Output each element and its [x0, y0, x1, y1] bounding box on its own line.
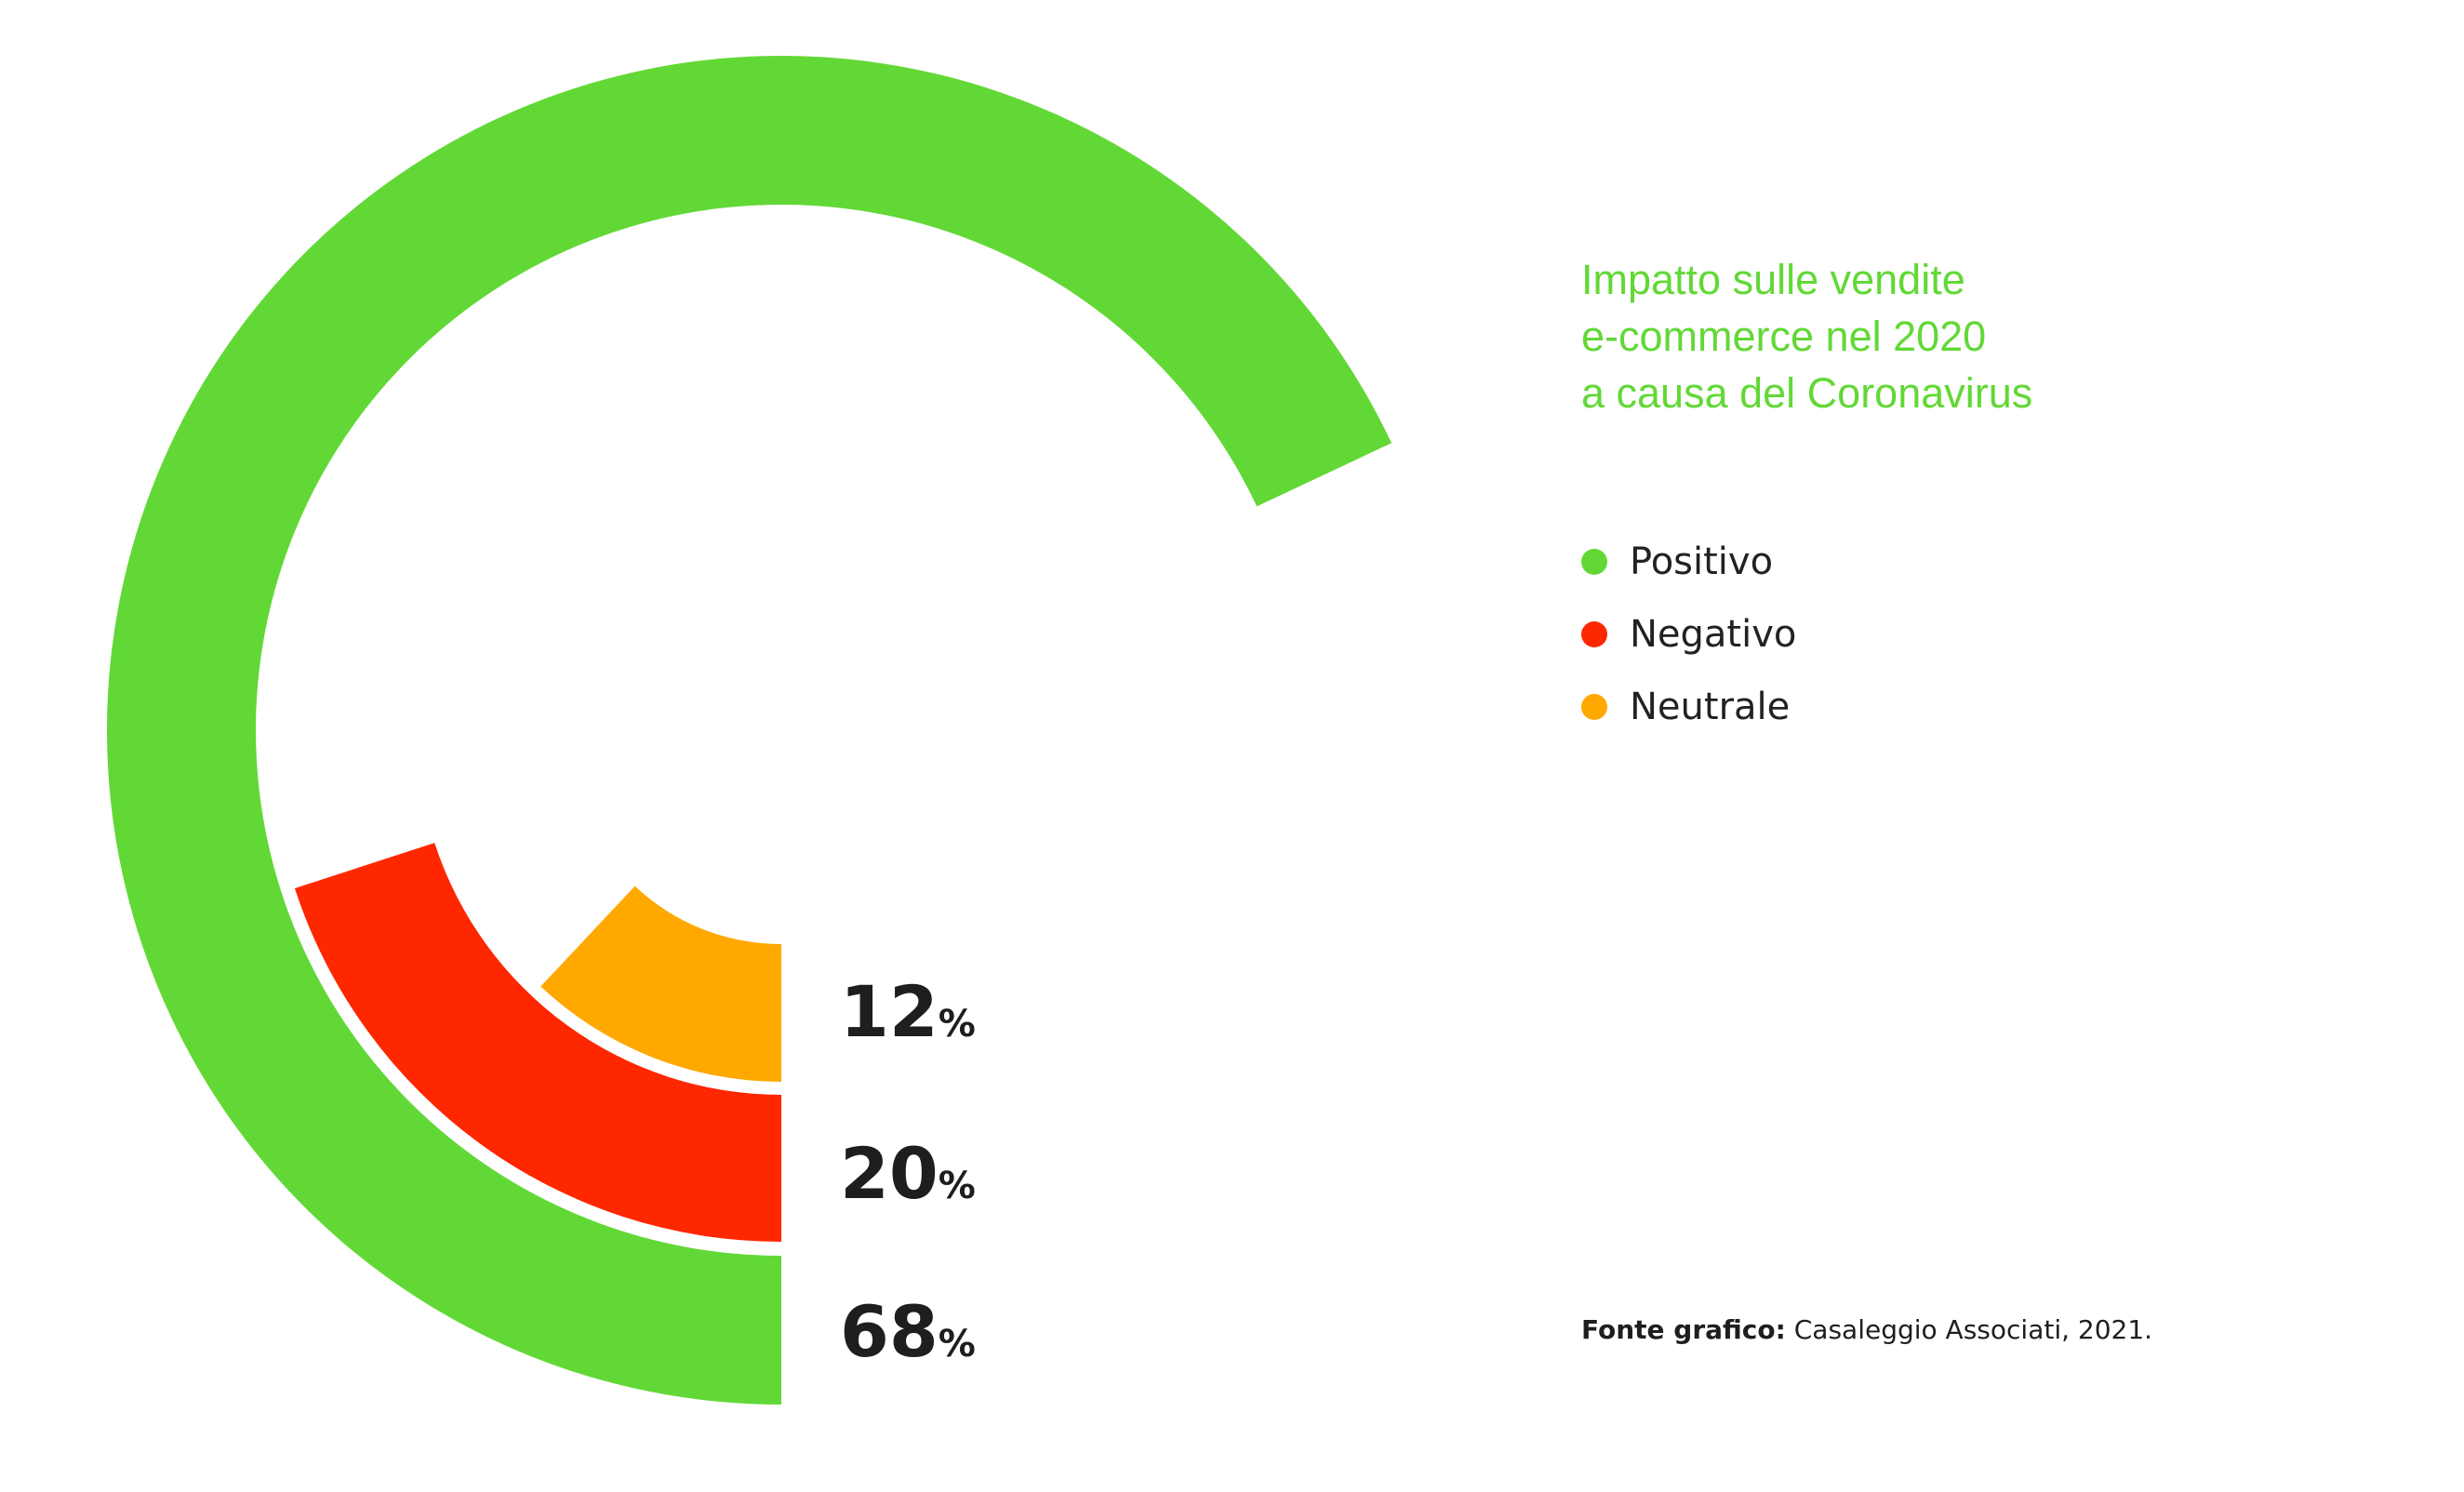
value-label-neutrale: 12%: [840, 977, 976, 1047]
unit-positivo: %: [938, 1323, 976, 1365]
value-label-negativo: 20%: [840, 1139, 976, 1209]
arc-neutrale: [540, 886, 781, 1082]
value-negativo: 20: [840, 1132, 939, 1215]
legend: Positivo Negativo Neutrale: [1581, 526, 1796, 743]
chart-title-line-1: Impatto sulle vendite: [1581, 256, 1965, 303]
source-label: Fonte grafico:: [1581, 1314, 1786, 1345]
legend-item-positivo: Positivo: [1581, 526, 1796, 598]
source-text: Casaleggio Associati, 2021.: [1793, 1314, 2153, 1345]
value-positivo: 68: [840, 1290, 939, 1373]
legend-label-neutrale: Neutrale: [1630, 686, 1791, 728]
legend-item-negativo: Negativo: [1581, 598, 1796, 671]
value-neutrale: 12: [840, 970, 939, 1053]
legend-dot-negativo: [1581, 621, 1607, 647]
unit-neutrale: %: [938, 1003, 976, 1046]
legend-item-neutrale: Neutrale: [1581, 671, 1796, 743]
legend-dot-positivo: [1581, 549, 1607, 575]
chart-title-line-3: a causa del Coronavirus: [1581, 369, 2033, 417]
legend-dot-neutrale: [1581, 694, 1607, 720]
radial-chart: [106, 56, 1392, 1405]
legend-label-positivo: Positivo: [1630, 540, 1774, 583]
unit-negativo: %: [938, 1165, 976, 1207]
value-label-positivo: 68%: [840, 1297, 976, 1367]
legend-label-negativo: Negativo: [1630, 613, 1797, 656]
chart-title: Impatto sulle vendite e-commerce nel 202…: [1581, 251, 2032, 421]
chart-source: Fonte grafico: Casaleggio Associati, 202…: [1581, 1314, 2152, 1345]
chart-title-line-2: e-commerce nel 2020: [1581, 313, 1987, 360]
arc-negativo: [294, 843, 781, 1242]
